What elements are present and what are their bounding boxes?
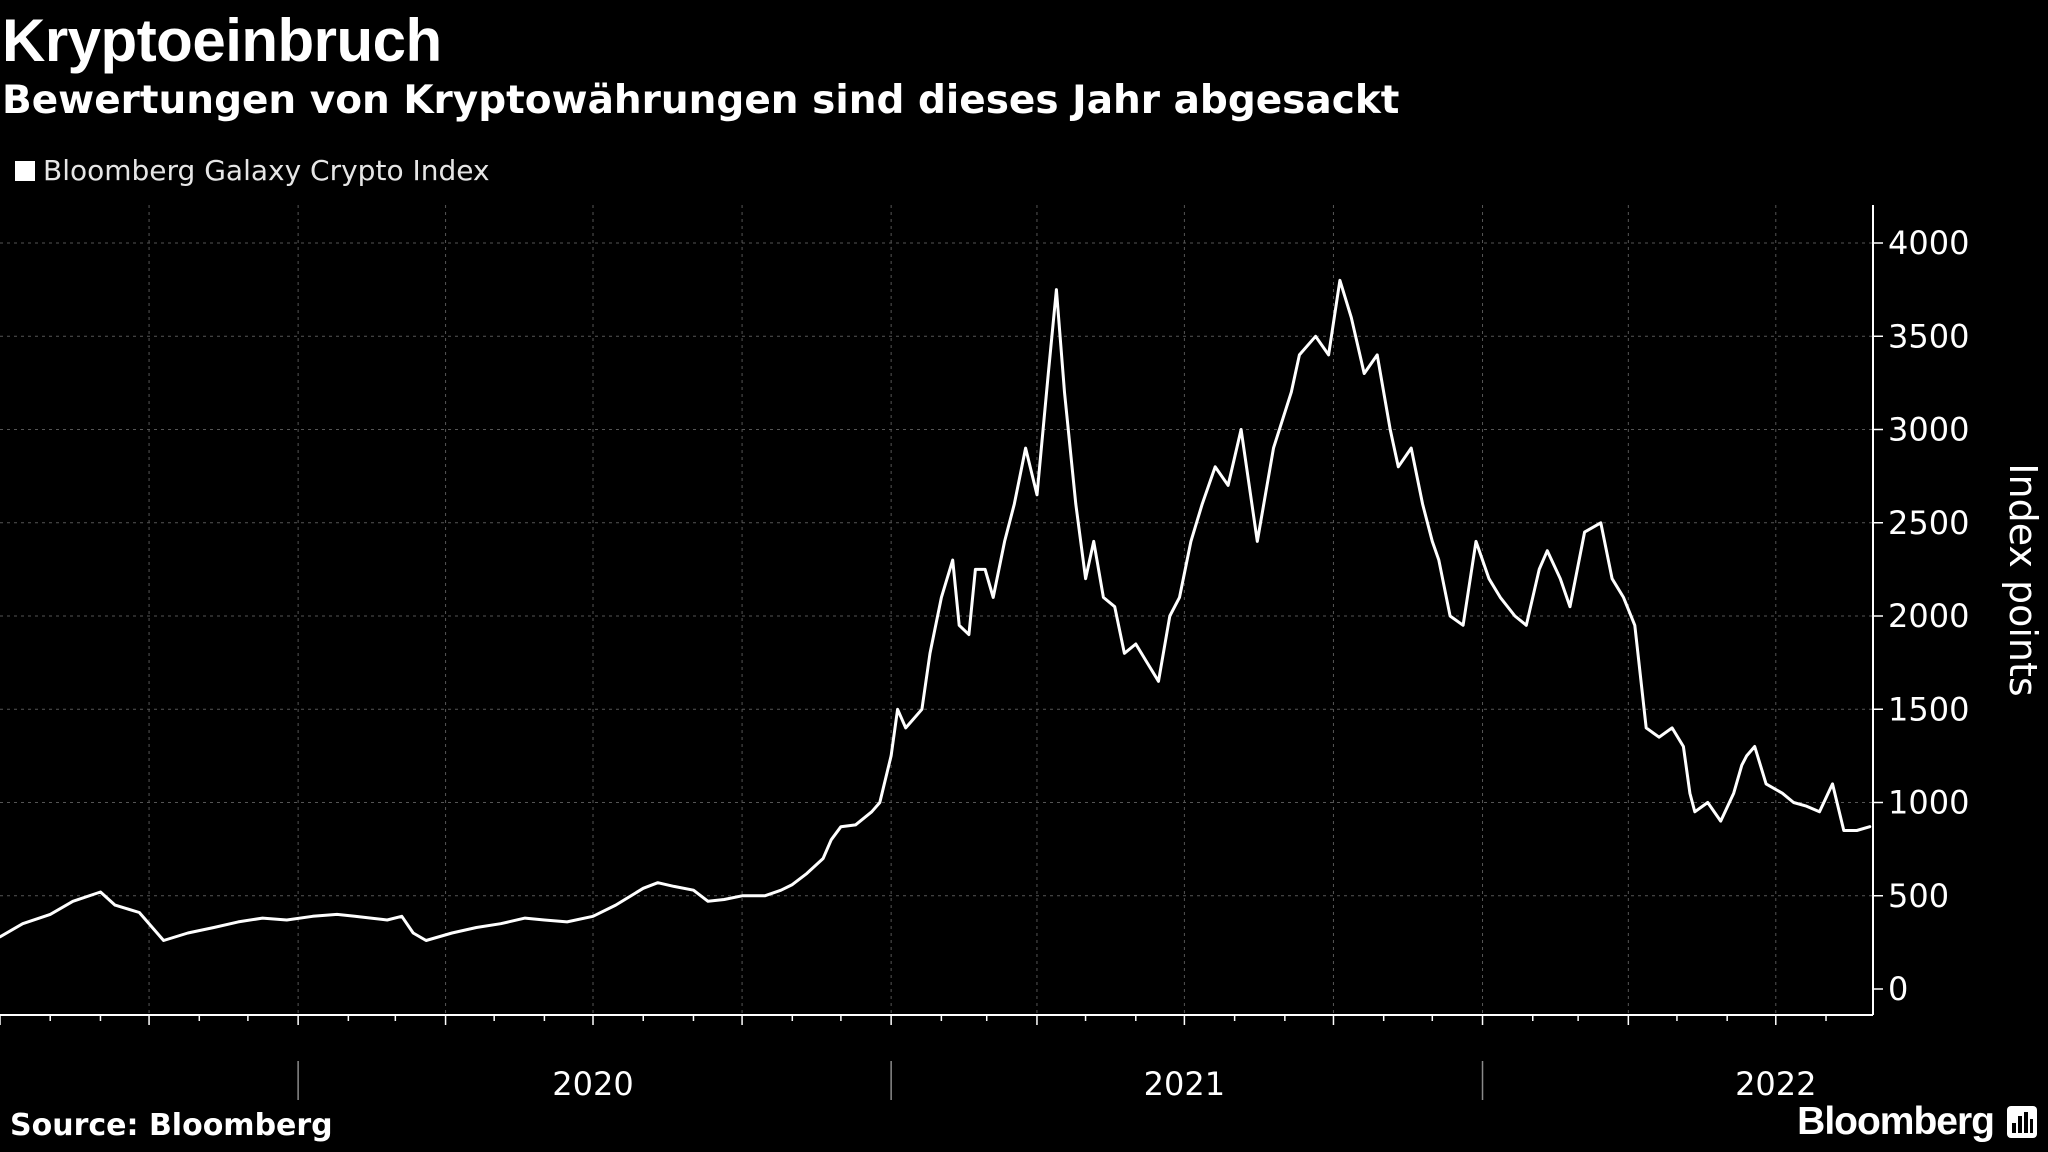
legend-swatch: [15, 160, 35, 181]
gridlines: [0, 205, 1873, 1015]
brand-logo: Bloomberg: [1797, 1100, 2038, 1144]
source-note: Source: Bloomberg: [10, 1108, 333, 1143]
y-tick-label: 1000: [1888, 784, 1969, 822]
axes: [0, 205, 1883, 1100]
y-tick-label: 4000: [1888, 224, 1969, 262]
axis-labels: 0 500 1000 1500 2000 2500 3000 3500 4000 Index po…: [552, 224, 2045, 1100]
bloomberg-terminal-icon: [2007, 1106, 2037, 1138]
y-tick-label: 2500: [1888, 504, 1969, 542]
chart-title: Kryptoeinbruch: [2, 7, 442, 74]
x-year-label: 2020: [552, 1065, 633, 1100]
y-tick-label: 2000: [1888, 597, 1969, 635]
line-chart: 0 500 1000 1500 2000 2500 3000 3500 4000 Index po…: [0, 205, 2045, 1100]
chart-subtitle: Bewertungen von Kryptowährungen sind die…: [2, 78, 1400, 123]
x-year-label: 2022: [1735, 1065, 1816, 1100]
series-layer: [0, 278, 1872, 942]
y-tick-label: 1500: [1888, 690, 1969, 728]
y-tick-label: 3000: [1888, 411, 1969, 449]
y-axis-title: Index points: [2001, 463, 2045, 696]
y-tick-label: 3500: [1888, 317, 1969, 355]
legend: Bloomberg Galaxy Crypto Index: [15, 154, 490, 187]
y-tick-label: 500: [1888, 877, 1949, 915]
legend-label: Bloomberg Galaxy Crypto Index: [43, 154, 490, 187]
y-tick-label: 0: [1888, 970, 1908, 1008]
series-line-0: [0, 278, 1872, 942]
brand-name: Bloomberg: [1797, 1100, 1995, 1143]
x-year-label: 2021: [1144, 1065, 1225, 1100]
